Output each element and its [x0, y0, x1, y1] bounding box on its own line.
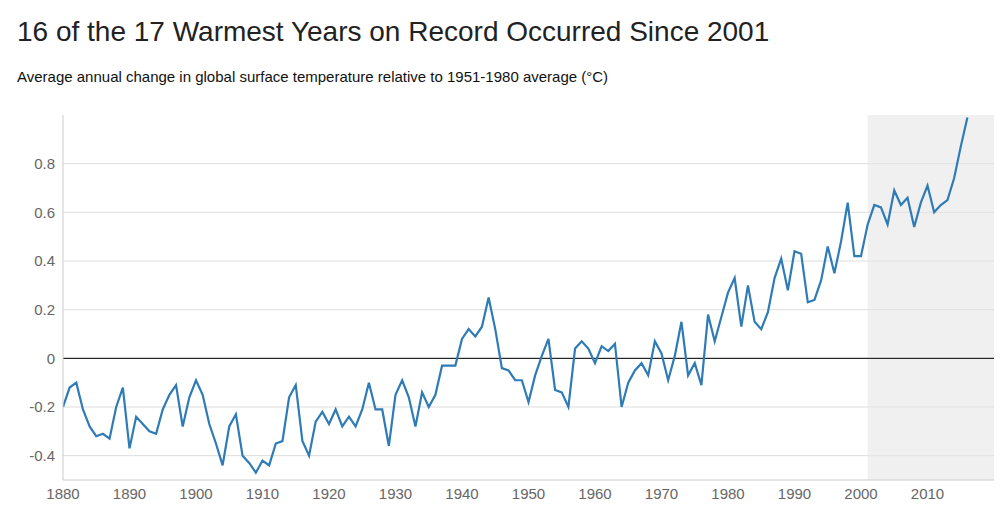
- svg-text:0.2: 0.2: [34, 301, 55, 318]
- svg-text:1990: 1990: [778, 485, 811, 502]
- svg-text:2010: 2010: [911, 485, 944, 502]
- svg-text:1980: 1980: [711, 485, 744, 502]
- svg-text:1920: 1920: [312, 485, 345, 502]
- svg-text:0.4: 0.4: [34, 252, 55, 269]
- html-text:Average annual change in globa: Average annual change in global surface …: [17, 68, 609, 85]
- html-text:16 of the 17 Warmest Years on: 16 of the 17 Warmest Years on Record Occ…: [17, 16, 770, 47]
- svg-text:1900: 1900: [179, 485, 212, 502]
- svg-text:-0.4: -0.4: [29, 447, 55, 464]
- svg-text:0: 0: [47, 350, 55, 367]
- svg-text:0.6: 0.6: [34, 204, 55, 221]
- svg-text:1910: 1910: [246, 485, 279, 502]
- svg-text:1960: 1960: [578, 485, 611, 502]
- svg-text:1880: 1880: [46, 485, 79, 502]
- svg-text:0.8: 0.8: [34, 155, 55, 172]
- svg-text:-0.2: -0.2: [29, 398, 55, 415]
- svg-text:1930: 1930: [379, 485, 412, 502]
- svg-text:1970: 1970: [645, 485, 678, 502]
- svg-text:1890: 1890: [113, 485, 146, 502]
- svg-text:1950: 1950: [512, 485, 545, 502]
- svg-text:1940: 1940: [445, 485, 478, 502]
- svg-text:2000: 2000: [844, 485, 877, 502]
